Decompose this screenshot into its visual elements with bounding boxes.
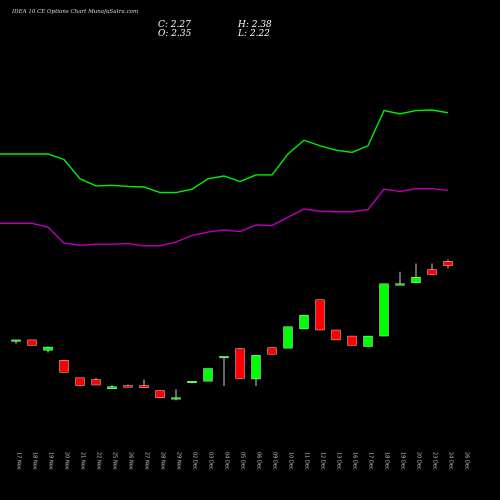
candle-28 <box>443 259 453 269</box>
candle-15 <box>235 348 245 379</box>
upper-band-line <box>0 109 449 194</box>
candle-6 <box>91 377 101 386</box>
candle-body-down <box>315 299 325 331</box>
x-tick-label: 24 Dec <box>448 452 454 470</box>
x-tick-label: 16 Dec <box>352 452 358 470</box>
candle-body-up <box>363 335 373 347</box>
candle-2 <box>27 339 37 346</box>
chart-title: IDEA 10 CE Options Chart MunafaSutra.com <box>12 9 139 15</box>
candle-22 <box>347 335 357 346</box>
candle-body-up <box>203 368 213 382</box>
x-tick-label: 09 Dec <box>272 452 278 470</box>
candle-20 <box>315 299 325 331</box>
candle-25 <box>395 271 405 286</box>
candle-17 <box>267 347 277 355</box>
x-tick-label: 13 Dec <box>336 452 342 470</box>
candle-body-down <box>331 329 341 341</box>
x-tick-label: 25 Nov <box>112 452 118 470</box>
x-tick-label: 22 Nov <box>96 452 102 470</box>
x-tick-label: 28 Nov <box>160 452 166 470</box>
candle-13 <box>203 368 213 382</box>
candle-body-up <box>299 314 309 330</box>
x-tick-label: 03 Dec <box>208 452 214 470</box>
candle-body-down <box>75 377 85 386</box>
candle-14 <box>219 356 229 387</box>
x-tick-label: 20 Nov <box>64 452 70 470</box>
candle-23 <box>363 335 373 347</box>
close-label: C: 2.27 <box>158 20 191 30</box>
candle-27 <box>427 263 437 275</box>
candle-body-down <box>91 379 101 386</box>
x-tick-label: 23 Dec <box>432 452 438 470</box>
low-label: L: 2.22 <box>238 29 270 39</box>
x-tick-label: 26 Dec <box>464 452 470 470</box>
lower-band-line <box>0 187 449 247</box>
candle-24 <box>379 283 389 337</box>
candle-body-up <box>219 356 229 359</box>
candle-body-up <box>379 283 389 337</box>
candle-body-up <box>171 397 181 400</box>
x-tick-label: 17 Nov <box>16 452 22 470</box>
x-tick-label: 05 Dec <box>240 452 246 470</box>
x-tick-label: 27 Nov <box>144 452 150 470</box>
candle-16 <box>251 355 261 387</box>
candle-12 <box>187 380 197 384</box>
x-tick-label: 20 Dec <box>416 452 422 470</box>
candle-18 <box>283 326 293 349</box>
candle-body-down <box>155 390 165 398</box>
candle-body-down <box>27 339 37 346</box>
x-tick-label: 17 Dec <box>368 452 374 470</box>
candle-body-up <box>11 339 21 342</box>
candle-3 <box>43 346 53 353</box>
x-tick-label: 18 Nov <box>32 452 38 470</box>
candle-26 <box>411 263 421 283</box>
candle-body-up <box>411 277 421 283</box>
candle-body-up <box>107 386 117 390</box>
candle-body-down <box>347 335 357 346</box>
x-tick-label: 18 Dec <box>384 452 390 470</box>
candle-body-down <box>235 348 245 379</box>
candle-body-down <box>267 347 277 355</box>
candle-5 <box>75 377 85 386</box>
x-tick-label: 04 Dec <box>224 452 230 470</box>
candle-body-down <box>59 360 69 373</box>
open-label: O: 2.35 <box>158 29 192 39</box>
x-tick-label: 19 Dec <box>400 452 406 470</box>
candle-body-up <box>187 380 197 383</box>
candle-9 <box>139 379 149 388</box>
candle-10 <box>155 390 165 398</box>
x-tick-label: 11 Dec <box>304 452 310 470</box>
x-tick-label: 10 Dec <box>288 452 294 470</box>
candle-11 <box>171 389 181 401</box>
candle-21 <box>331 329 341 341</box>
candle-body-up <box>43 346 53 351</box>
candle-body-up <box>283 326 293 349</box>
x-tick-label: 06 Dec <box>256 452 262 470</box>
x-tick-label: 02 Dec <box>192 452 198 470</box>
candle-body-up <box>395 283 405 286</box>
candle-8 <box>123 384 133 388</box>
candle-body-down <box>139 385 149 388</box>
candle-7 <box>107 385 117 390</box>
x-tick-label: 12 Dec <box>320 452 326 470</box>
candle-19 <box>299 314 309 330</box>
candle-body-up <box>251 355 261 380</box>
x-tick-label: 26 Nov <box>128 452 134 470</box>
x-tick-label: 19 Nov <box>48 452 54 470</box>
candle-4 <box>59 360 69 373</box>
high-label: H: 2.38 <box>238 20 272 30</box>
x-tick-label: 29 Nov <box>176 452 182 470</box>
candle-1 <box>11 339 21 344</box>
candle-body-down <box>123 385 133 388</box>
x-tick-label: 21 Nov <box>80 452 86 470</box>
candle-body-down <box>427 269 437 275</box>
candle-body-down <box>443 261 453 266</box>
